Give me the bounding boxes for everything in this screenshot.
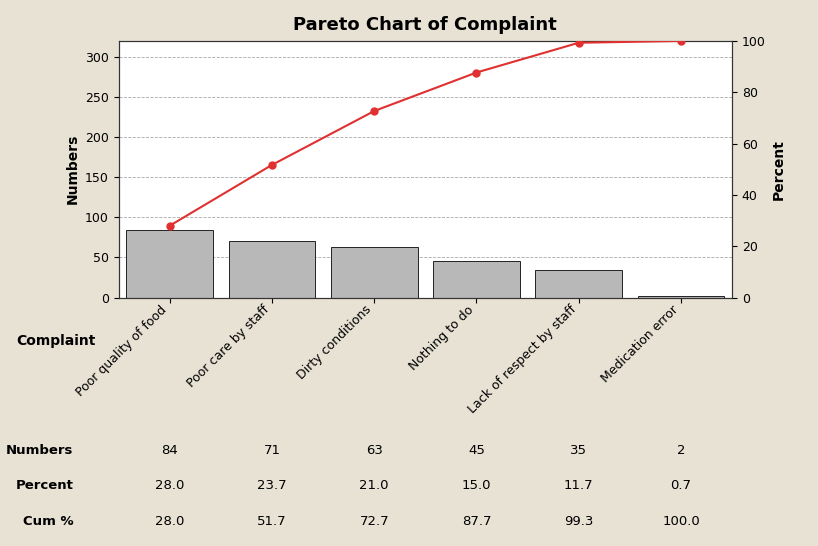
Text: Complaint: Complaint (16, 334, 96, 348)
Text: 35: 35 (570, 444, 587, 457)
Y-axis label: Percent: Percent (771, 139, 785, 200)
Text: 0.7: 0.7 (671, 479, 691, 492)
Text: 11.7: 11.7 (564, 479, 594, 492)
Text: 21.0: 21.0 (359, 479, 389, 492)
Text: 100.0: 100.0 (662, 515, 700, 528)
Text: 72.7: 72.7 (359, 515, 389, 528)
Text: Percent: Percent (16, 479, 74, 492)
Text: Lack of respect by staff: Lack of respect by staff (465, 303, 579, 416)
Text: 99.3: 99.3 (564, 515, 593, 528)
Bar (228, 241, 316, 298)
Text: Nothing to do: Nothing to do (407, 303, 476, 372)
Text: 84: 84 (161, 444, 178, 457)
Bar (535, 270, 622, 298)
Text: Medication error: Medication error (599, 303, 681, 385)
Text: 15.0: 15.0 (461, 479, 492, 492)
Text: 28.0: 28.0 (155, 515, 184, 528)
Text: 87.7: 87.7 (461, 515, 492, 528)
Text: 2: 2 (676, 444, 685, 457)
Text: Poor care by staff: Poor care by staff (185, 303, 272, 390)
Text: Cum %: Cum % (23, 515, 74, 528)
Text: 51.7: 51.7 (257, 515, 287, 528)
Text: 23.7: 23.7 (257, 479, 287, 492)
Text: 45: 45 (468, 444, 485, 457)
Bar (433, 262, 520, 298)
Text: 71: 71 (263, 444, 281, 457)
Text: 63: 63 (366, 444, 383, 457)
Bar (330, 247, 418, 298)
Y-axis label: Numbers: Numbers (65, 134, 79, 204)
Text: Numbers: Numbers (7, 444, 74, 457)
Title: Pareto Chart of Complaint: Pareto Chart of Complaint (294, 16, 557, 34)
Bar (126, 230, 213, 298)
Text: 28.0: 28.0 (155, 479, 184, 492)
Text: Dirty conditions: Dirty conditions (295, 303, 375, 382)
Text: Poor quality of food: Poor quality of food (74, 303, 170, 399)
Bar (637, 296, 725, 298)
